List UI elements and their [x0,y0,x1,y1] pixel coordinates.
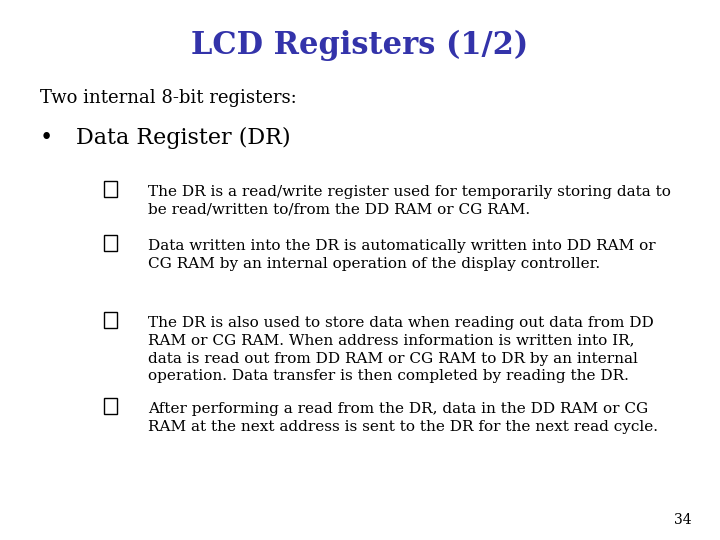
Text: After performing a read from the DR, data in the DD RAM or CG
RAM at the next ad: After performing a read from the DR, dat… [148,402,657,434]
Bar [104,180,117,197]
Text: The DR is also used to store data when reading out data from DD
RAM or CG RAM. W: The DR is also used to store data when r… [148,316,653,383]
Text: •: • [40,127,53,149]
Text: Data Register (DR): Data Register (DR) [76,127,290,149]
Bar [104,312,117,328]
Text: The DR is a read/write register used for temporarily storing data to
be read/wri: The DR is a read/write register used for… [148,185,670,217]
Text: Data written into the DR is automatically written into DD RAM or
CG RAM by an in: Data written into the DR is automaticall… [148,239,655,271]
Bar [104,234,117,251]
Bar [104,399,117,415]
Text: 34: 34 [674,512,691,526]
Text: LCD Registers (1/2): LCD Registers (1/2) [192,30,528,61]
Text: Two internal 8-bit registers:: Two internal 8-bit registers: [40,89,297,107]
